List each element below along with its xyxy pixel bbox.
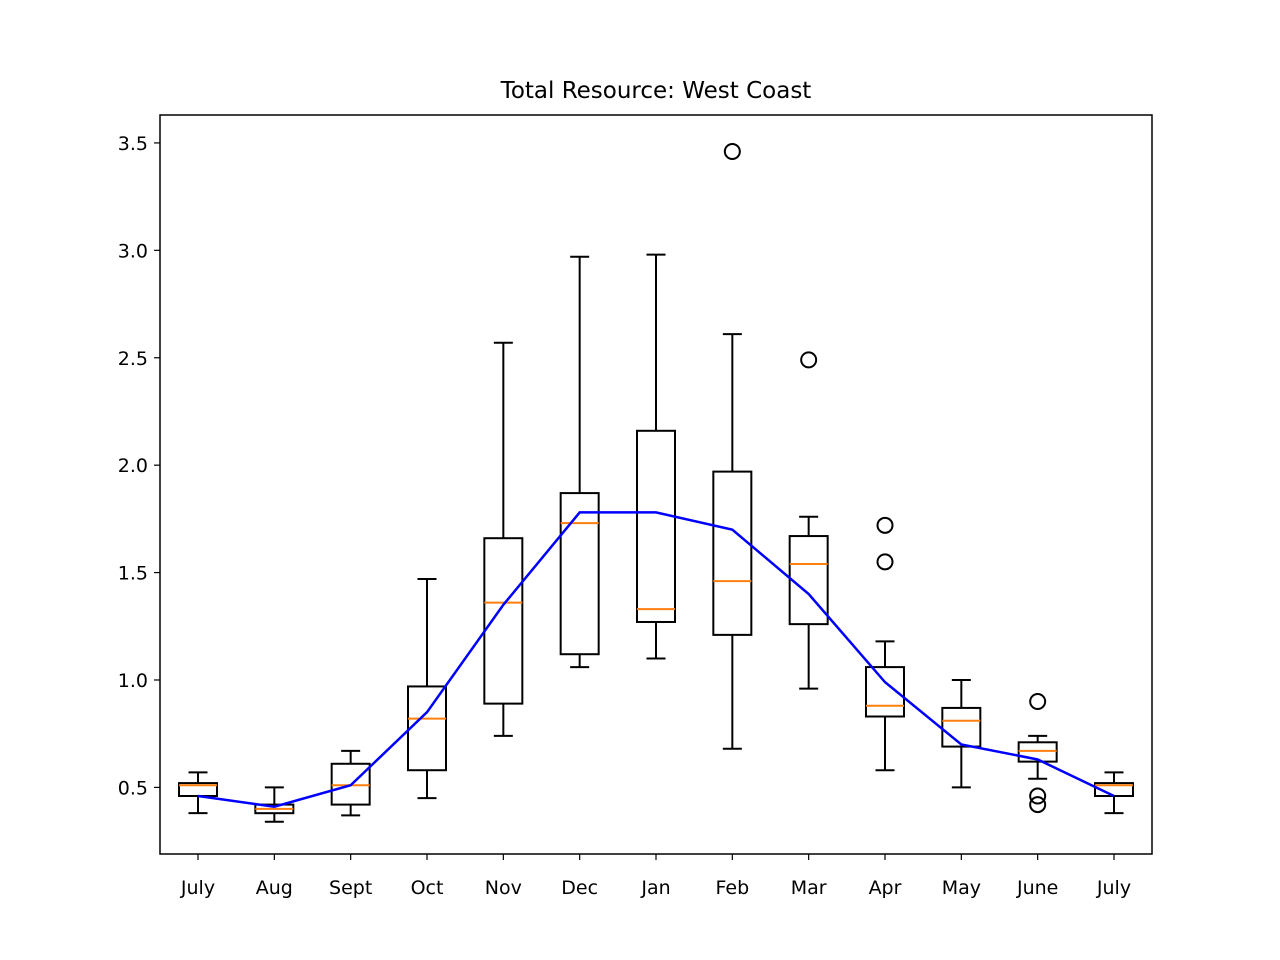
y-tick-label: 2.5	[118, 348, 148, 370]
box-june	[1017, 692, 1058, 814]
box-mar	[788, 351, 829, 690]
outlier-point	[876, 516, 894, 534]
chart-title: Total Resource: West Coast	[500, 78, 812, 104]
box-aug	[254, 786, 295, 823]
outlier-point	[1029, 787, 1047, 805]
iqr-box	[636, 429, 676, 623]
y-axis: 0.5 1.0 1.5 2.0 2.5 3.0 3.5	[118, 133, 160, 799]
mean-line	[197, 511, 1115, 809]
y-tick-label: 1.0	[118, 670, 148, 692]
iqr-box	[712, 470, 753, 636]
box-feb	[712, 143, 753, 750]
x-tick-label: Dec	[561, 877, 598, 899]
x-tick-label: Aug	[256, 877, 293, 899]
outlier-point	[1029, 796, 1047, 814]
plot-area	[178, 143, 1134, 823]
box-apr	[865, 516, 905, 772]
iqr-box	[330, 762, 371, 806]
iqr-box	[941, 706, 982, 748]
box-jan	[636, 253, 676, 660]
box-nov	[483, 341, 524, 737]
iqr-box	[559, 492, 600, 656]
y-tick-label: 1.5	[118, 563, 148, 585]
x-tick-label: July	[180, 877, 215, 899]
x-tick-label: Mar	[791, 877, 827, 899]
x-tick-label: Nov	[485, 877, 522, 899]
iqr-box	[788, 535, 829, 626]
x-tick-label: June	[1016, 877, 1058, 899]
iqr-box	[865, 666, 905, 718]
outlier-point	[876, 553, 894, 571]
x-tick-label: May	[942, 877, 981, 899]
y-tick-label: 2.0	[118, 455, 148, 477]
iqr-box	[1017, 741, 1058, 763]
y-tick-label: 3.5	[118, 133, 148, 155]
x-tick-label: Oct	[411, 877, 444, 899]
x-tick-label: Sept	[329, 877, 372, 899]
box-sept	[330, 749, 371, 817]
outlier-point	[723, 143, 741, 161]
box-dec	[559, 255, 600, 669]
box-oct	[407, 578, 447, 800]
axes-frame	[159, 114, 1153, 855]
y-tick-label: 3.0	[118, 240, 148, 262]
box-july	[178, 771, 218, 815]
iqr-box	[483, 537, 524, 705]
box-july	[1094, 771, 1134, 815]
x-tick-label: July	[1096, 877, 1131, 899]
x-axis: July Aug Sept Oct Nov Dec Jan Feb Mar Apr May June J…	[180, 854, 1131, 899]
outlier-point	[1029, 692, 1047, 710]
iqr-box	[407, 685, 447, 772]
x-tick-label: Feb	[716, 877, 750, 899]
y-tick-label: 0.5	[118, 777, 148, 799]
outlier-point	[800, 351, 818, 369]
x-tick-label: Apr	[869, 877, 902, 899]
box-may	[941, 678, 982, 789]
x-tick-label: Jan	[640, 877, 670, 899]
